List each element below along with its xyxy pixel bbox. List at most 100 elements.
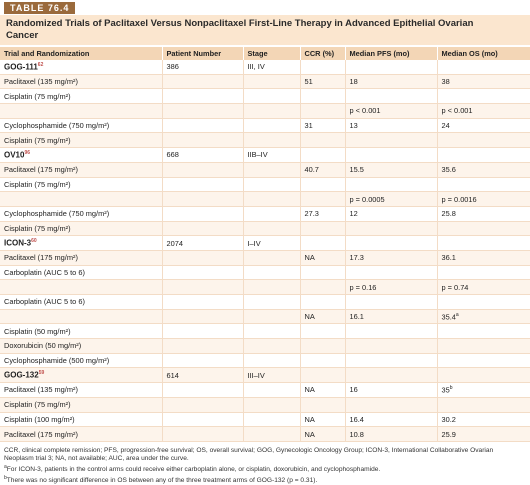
cell-text: NA [304,312,315,322]
table-cell: 38 [437,74,530,90]
table-cell [437,235,530,251]
table-cell [162,309,244,325]
table-row: p < 0.001 p < 0.001 [0,103,530,119]
cell-text: Cyclophosphamide (750 mg/m²) [4,121,110,131]
table-cell [162,206,244,222]
cell-text: 27.3 [304,209,319,219]
table-cell [243,74,301,90]
table-cell [345,294,438,310]
table-cell [437,177,530,193]
table-cell: 40.7 [300,162,346,178]
table-cell: 24 [437,118,530,134]
table-cell: Paclitaxel (175 mg/m²) [0,250,163,266]
table-cell: 16 [345,382,438,398]
data-table: Trial and Randomization Patient Number Sta… [0,47,530,442]
cell-text: Paclitaxel (135 mg/m²) [4,77,78,87]
table-row: Cisplatin (75 mg/m²) [0,397,530,413]
table-cell [300,88,346,105]
table-cell: 36.1 [437,250,530,266]
table-cell [437,88,530,105]
cell-text: p < 0.001 [441,106,473,116]
cell-text: Cisplatin (100 mg/m²) [4,414,75,424]
table-row: p = 0.0005 p = 0.0016 [0,191,530,207]
table-cell: Cisplatin (50 mg/m²) [0,323,163,340]
cell-text: Doxorubicin (50 mg/m²) [4,341,82,351]
table-cell [243,250,301,266]
table-cell [243,162,301,178]
table-cell [300,367,346,384]
table-cell [162,118,244,134]
table-cell: 10.8 [345,426,438,442]
table-row: Cisplatin (75 mg/m²) [0,132,530,149]
title-band: Randomized Trials of Paclitaxel Versus N… [0,15,530,45]
cell-text: 31 [304,121,313,131]
table-cell: Cisplatin (75 mg/m²) [0,397,163,413]
table-row: Cyclophosphamide (500 mg/m²) [0,353,530,369]
table-cell [345,353,438,369]
cell-text: Paclitaxel (175 mg/m²) [4,429,78,439]
table-cell [0,191,163,207]
cell-text: Cisplatin (75 mg/m²) [4,135,71,145]
table-cell [243,294,301,310]
cell-text: 614 [166,370,179,380]
cell-text: Cisplatin (75 mg/m²) [4,223,71,233]
table-cell [162,250,244,266]
table-row: NA 16.1 35.4a [0,309,530,325]
table-row: Cisplatin (100 mg/m²) NA 16.4 30.2 [0,412,530,428]
superscript: 62 [37,62,44,69]
table-cell: Doxorubicin (50 mg/m²) [0,338,163,354]
table-cell [162,382,244,398]
table-cell [162,338,244,354]
table-cell [437,323,530,340]
table-cell [162,162,244,178]
table-cell: GOG-11162 [0,60,163,75]
table-row: Carboplatin (AUC 5 to 6) [0,265,530,281]
table-cell: NA [300,426,346,442]
table-cell [437,397,530,413]
superscript: b [449,385,453,392]
superscript: 96 [24,150,31,157]
table-cell [162,323,244,340]
table-cell [162,221,244,237]
table-cell [300,191,346,207]
cell-text: Paclitaxel (175 mg/m²) [4,253,78,263]
footnote-mark: b [4,475,7,482]
table-cell [0,309,163,325]
table-row: Cyclophosphamide (750 mg/m²) 27.3 12 25.8 [0,206,530,222]
cell-text: 25.9 [441,429,456,439]
table-cell: 35.4a [437,309,530,325]
table-cell: 25.8 [437,206,530,222]
cell-text: 16.1 [349,312,364,322]
table-cell [243,191,301,207]
table-cell: Cyclophosphamide (750 mg/m²) [0,118,163,134]
table-cell [345,221,438,237]
table-cell: NA [300,250,346,266]
column-header: Trial and Randomization [0,47,163,60]
table-cell [345,177,438,193]
table-cell [437,367,530,384]
table-cell: NA [300,412,346,428]
cell-text: 35 [441,385,450,395]
cell-text: 2074 [166,238,183,248]
cell-text: Cyclophosphamide (750 mg/m²) [4,209,110,219]
table-row: Cisplatin (50 mg/m²) [0,323,530,340]
table-cell: Paclitaxel (135 mg/m²) [0,74,163,90]
cell-text: Carboplatin (AUC 5 to 6) [4,297,85,307]
table-cell: 30.2 [437,412,530,428]
table-cell: p = 0.0005 [345,191,438,207]
table-cell [162,294,244,310]
table-cell [345,323,438,340]
footnote-mark: a [4,464,7,470]
table-cell: 386 [162,60,244,75]
table-label: TABLE 76.4 [4,2,76,14]
table-cell: Cisplatin (75 mg/m²) [0,88,163,105]
table-cell [300,323,346,340]
column-header: Stage [243,47,301,60]
table-cell [437,265,530,281]
table-cell [243,426,301,442]
table-cell: 18 [345,74,438,90]
table-cell: Cyclophosphamide (750 mg/m²) [0,206,163,222]
table-cell: 12 [345,206,438,222]
table-cell: IIB–IV [243,147,301,163]
table-cell: 2074 [162,235,244,251]
